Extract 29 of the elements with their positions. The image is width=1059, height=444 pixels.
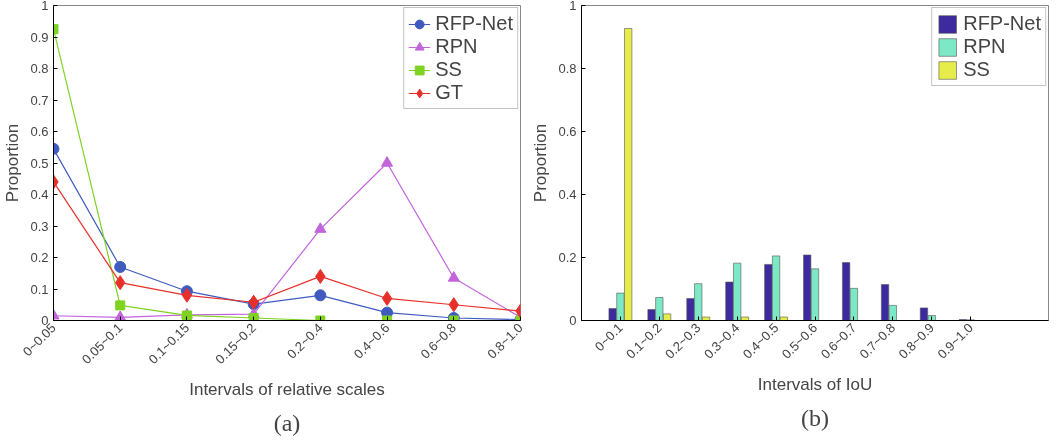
x-axis-title: Intervals of relative scales [189, 380, 385, 400]
y-tick-label: 0.6 [30, 124, 49, 139]
y-tick-label: 0.7 [30, 92, 49, 108]
y-tick-label: 0.3 [30, 218, 49, 234]
y-tick-label: 0.4 [558, 187, 577, 202]
text: (b) [801, 404, 829, 431]
y-tick-label: 0.4 [30, 187, 49, 202]
y-tick-label: 0.6 [558, 124, 577, 139]
text: (a) [273, 409, 301, 436]
y-axis-title: Proportion [3, 123, 23, 203]
legend-label: GT [435, 81, 463, 104]
legend-label: SS [435, 58, 462, 81]
y-tick-label: 0.5 [30, 155, 49, 171]
y-tick-label: 0.8 [30, 61, 49, 76]
y-tick-label: 1 [569, 0, 577, 13]
y-tick-label: 0.8 [558, 61, 577, 76]
legend-label: RPN [963, 35, 1006, 58]
y-tick-label: 0.2 [30, 250, 49, 265]
y-tick-label: 0.1 [30, 281, 49, 297]
legend-label: SS [963, 58, 990, 81]
y-tick-label: 1 [41, 0, 49, 13]
y-tick-label: 0.2 [558, 250, 577, 265]
legend-label: RFP-Net [963, 12, 1041, 35]
x-axis-title: Intervals of IoU [757, 375, 873, 395]
y-tick-label: 0 [569, 313, 577, 328]
legend-label: RPN [435, 35, 478, 58]
y-axis-title: Proportion [531, 123, 551, 203]
y-tick-label: 0.9 [30, 29, 49, 45]
legend-label: RFP-Net [435, 12, 513, 35]
